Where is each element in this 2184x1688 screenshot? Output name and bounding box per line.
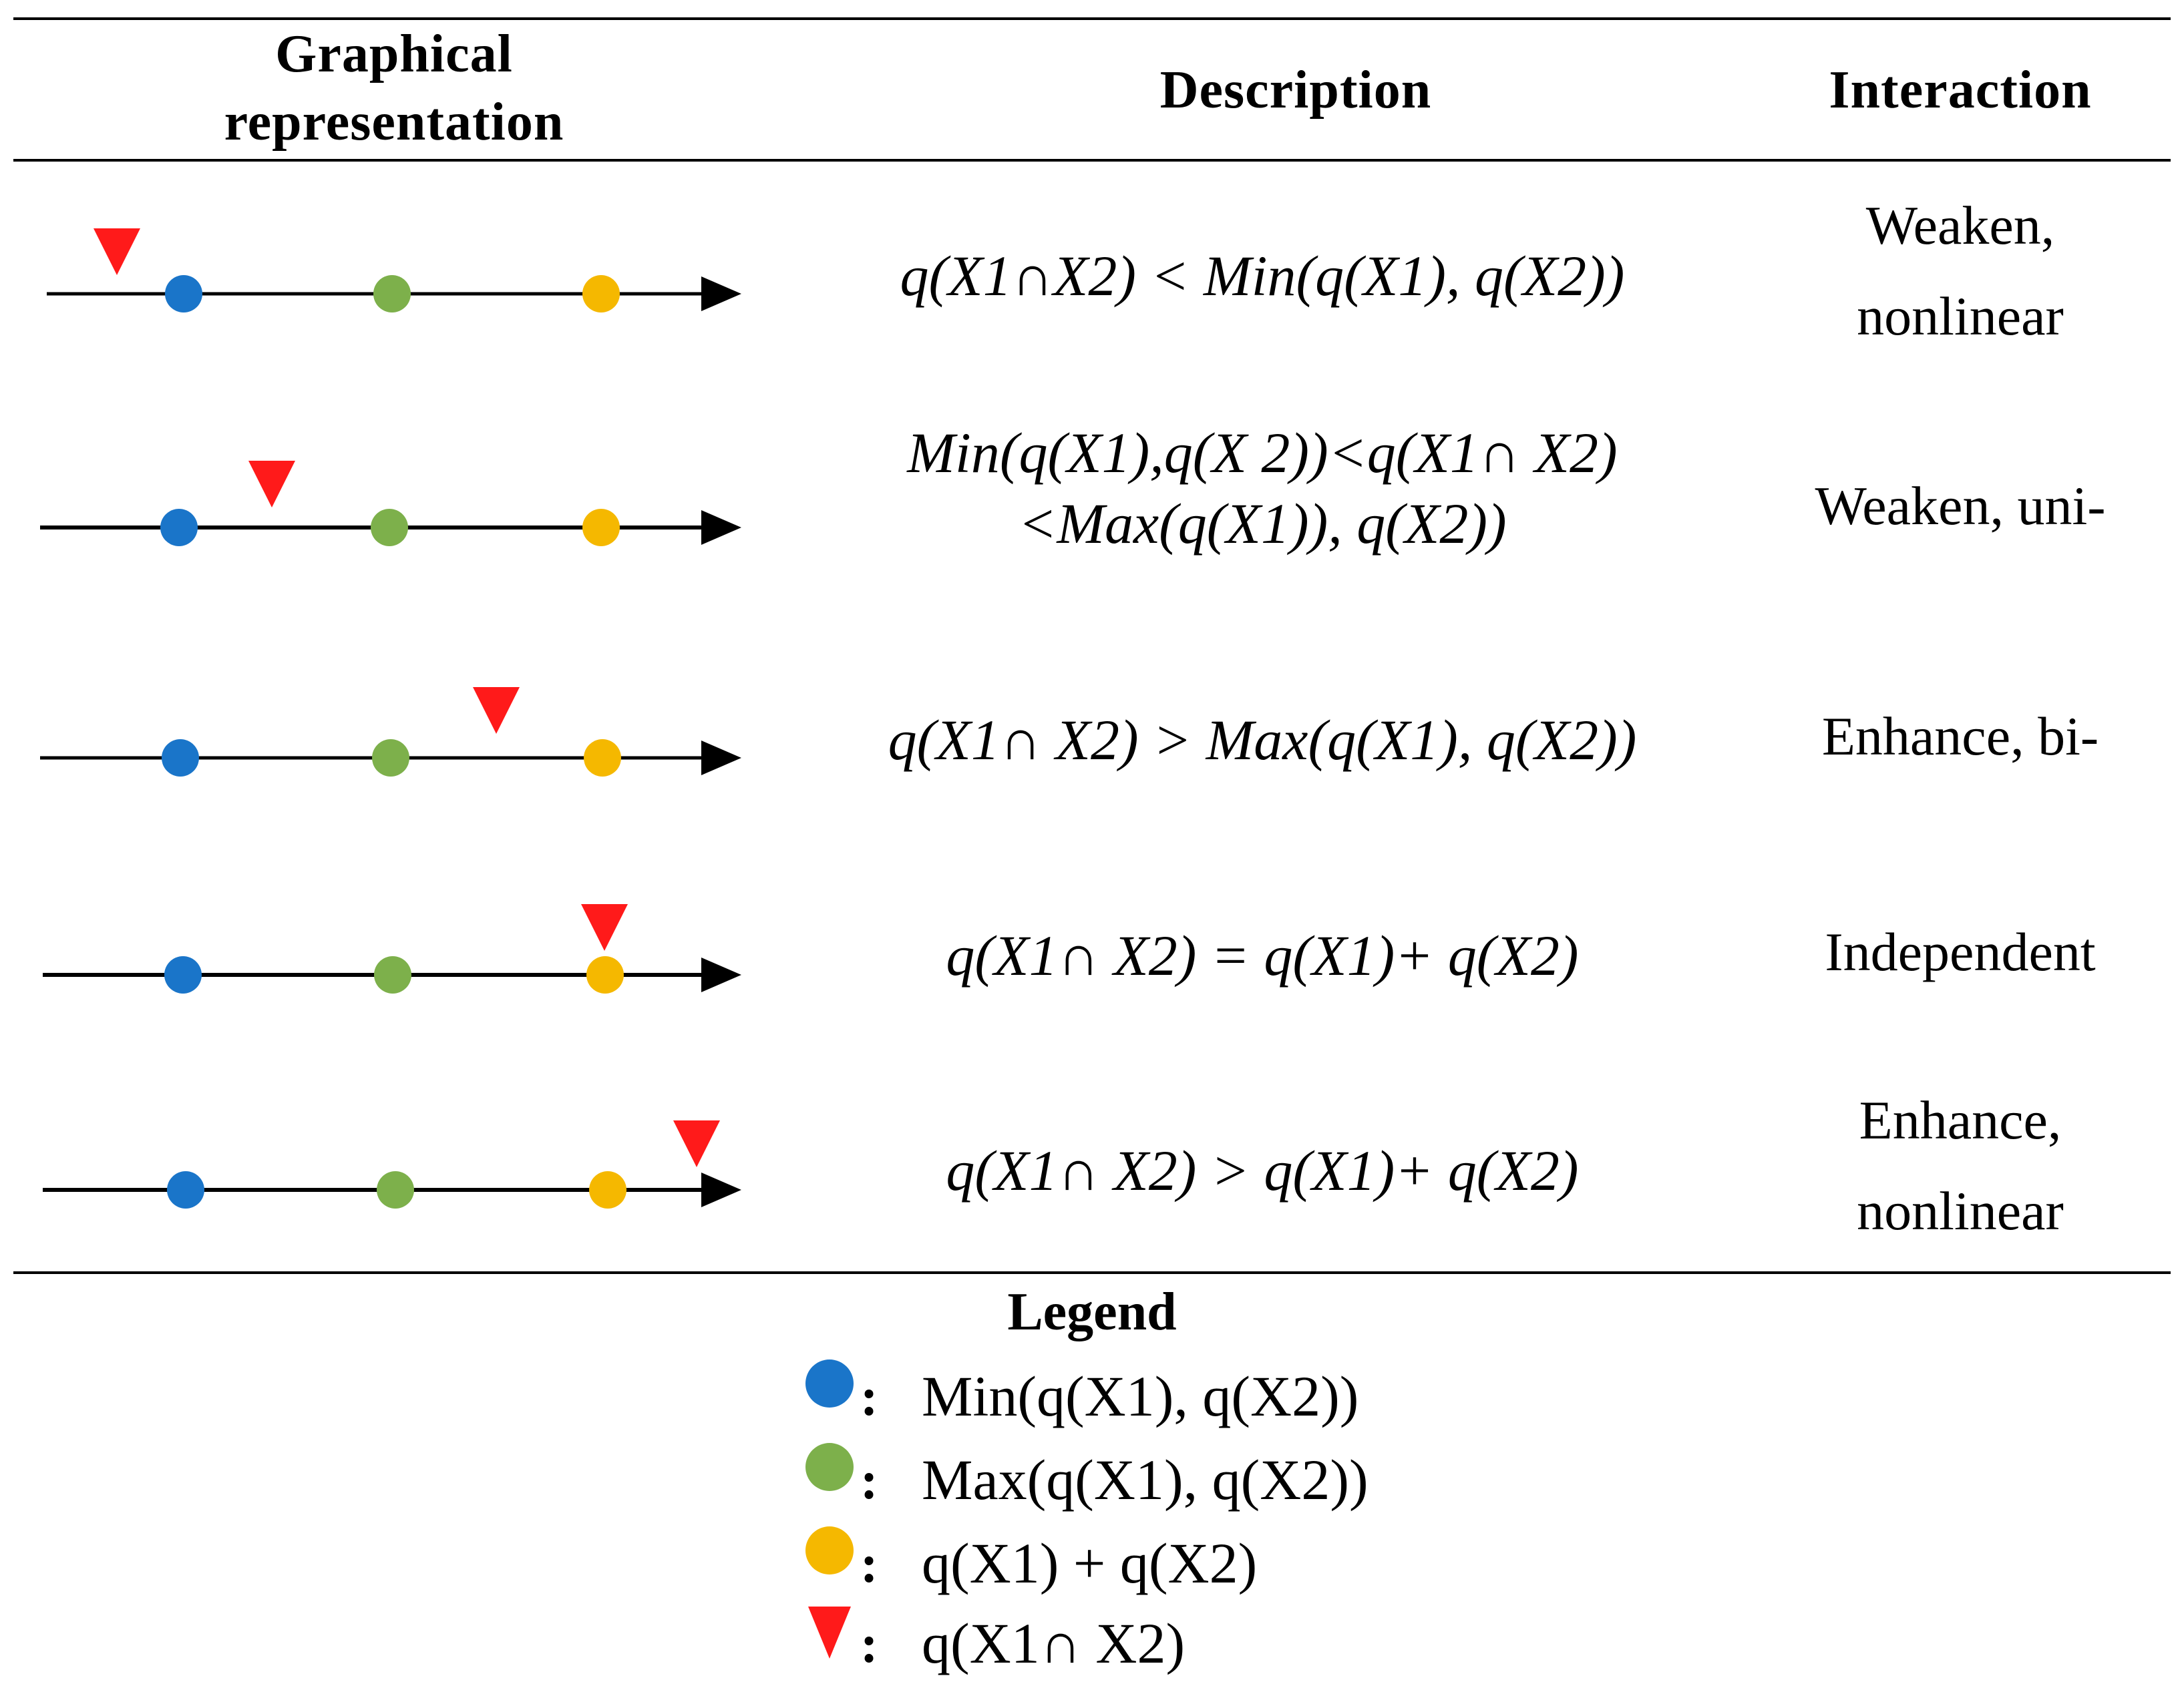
- legend-item-intersection: : q(X1∩ X2): [801, 1603, 1469, 1683]
- header-description: Description: [1159, 61, 1432, 120]
- legend-title: Legend: [1007, 1283, 1177, 1341]
- row-2-graphic: [40, 461, 741, 546]
- row-3-interaction: Enhance, bi-: [1821, 706, 2099, 767]
- axis-arrow-icon: [701, 741, 741, 775]
- legend-label: Min(q(X1), q(X2)): [922, 1364, 1359, 1428]
- intersection-triangle-icon: [248, 461, 295, 507]
- row-5-graphic: [43, 1120, 741, 1209]
- sum-dot: [586, 956, 624, 994]
- row-3-graphic: [40, 687, 741, 777]
- max-dot: [374, 956, 411, 994]
- legend-item-sum: : q(X1) + q(X2): [801, 1522, 1469, 1603]
- row-5-description: q(X1∩ X2) > q(X1)+ q(X2): [946, 1138, 1579, 1203]
- max-dot: [371, 509, 408, 546]
- min-dot: [160, 509, 198, 546]
- legend-item-max: : Max(q(X1), q(X2)): [801, 1439, 1469, 1519]
- legend-colon: :: [860, 1452, 878, 1510]
- max-dot: [372, 739, 409, 777]
- legend-label: Max(q(X1), q(X2)): [922, 1448, 1369, 1512]
- header-graphical: Graphical representation: [224, 25, 564, 152]
- max-dot: [377, 1171, 414, 1209]
- min-dot: [162, 739, 199, 777]
- red-triangle-icon: [808, 1607, 851, 1659]
- axis-arrow-icon: [701, 510, 741, 545]
- orange-dot-icon: [805, 1526, 854, 1574]
- intersection-triangle-icon: [673, 1120, 720, 1167]
- sum-dot: [582, 509, 620, 546]
- row-1-interaction: Weaken, nonlinear: [1857, 195, 2064, 347]
- header-interaction: Interaction: [1829, 61, 2092, 120]
- row-4-graphic: [43, 904, 741, 994]
- table-bottom-rule: [13, 1271, 2171, 1274]
- row-2-interaction: Weaken, uni-: [1815, 475, 2106, 536]
- header-rule: [13, 159, 2171, 162]
- max-dot: [373, 275, 411, 312]
- sum-dot: [584, 739, 621, 777]
- legend-label: q(X1) + q(X2): [922, 1531, 1258, 1595]
- legend-colon: :: [860, 1368, 878, 1427]
- legend-item-min: : Min(q(X1), q(X2)): [801, 1355, 1469, 1436]
- row-2-description: Min(q(X1),q(X 2))<q(X1∩ X2) <Max(q(X1)),…: [907, 421, 1618, 556]
- intersection-triangle-icon: [581, 904, 628, 951]
- axis-arrow-icon: [701, 1173, 741, 1207]
- row-3-description: q(X1∩ X2) > Max(q(X1), q(X2)): [888, 708, 1637, 772]
- sum-dot: [589, 1171, 626, 1209]
- min-dot: [165, 275, 202, 312]
- axis-arrow-icon: [701, 276, 741, 311]
- row-5-interaction: Enhance, nonlinear: [1857, 1090, 2064, 1241]
- min-dot: [164, 956, 202, 994]
- legend-colon: :: [860, 1535, 878, 1594]
- blue-dot-icon: [805, 1359, 854, 1408]
- row-1-graphic: [47, 228, 741, 312]
- table-top-rule: [13, 17, 2171, 20]
- green-dot-icon: [805, 1443, 854, 1491]
- intersection-triangle-icon: [94, 228, 140, 275]
- legend-colon: :: [860, 1615, 878, 1674]
- row-4-interaction: Independent: [1825, 921, 2096, 982]
- axis-arrow-icon: [701, 958, 741, 992]
- sum-dot: [582, 275, 620, 312]
- min-dot: [167, 1171, 204, 1209]
- intersection-triangle-icon: [473, 687, 520, 734]
- row-4-description: q(X1∩ X2) = q(X1)+ q(X2): [946, 923, 1579, 988]
- row-1-description: q(X1∩X2) < Min(q(X1), q(X2)): [900, 244, 1625, 308]
- legend-label: q(X1∩ X2): [922, 1611, 1186, 1675]
